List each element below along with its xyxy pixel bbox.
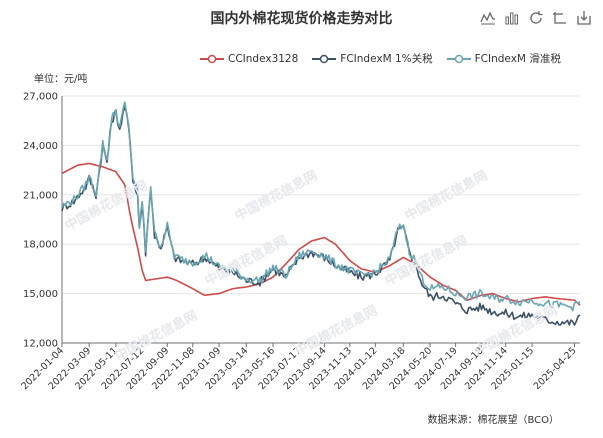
line-chart-icon[interactable] xyxy=(479,9,497,27)
legend-item-cc[interactable]: CCIndex3128 xyxy=(200,51,298,66)
series-line-2 xyxy=(61,101,581,312)
chart-title: 国内外棉花现货价格走势对比 xyxy=(210,11,393,27)
series-line-0 xyxy=(61,162,581,306)
y-axis-unit-label: 单位：元/吨 xyxy=(34,74,88,85)
download-icon[interactable] xyxy=(575,9,593,27)
legend-label-fc1: FCIndexM 1%关税 xyxy=(340,53,433,65)
bar-chart-icon[interactable] xyxy=(503,9,521,27)
data-view-icon[interactable] xyxy=(551,9,569,27)
legend-marker-fcs xyxy=(446,54,471,63)
legend-item-fc1[interactable]: FCIndexM 1%关税 xyxy=(312,51,433,66)
legend-marker-cc xyxy=(200,54,224,63)
chart-toolbox xyxy=(479,9,593,27)
legend-marker-fc1 xyxy=(312,54,337,63)
y-tick-label: 21,000 xyxy=(23,190,58,201)
y-tick-label: 27,000 xyxy=(23,92,58,103)
x-tick-label: 2025-04-25 xyxy=(532,345,579,392)
restore-icon[interactable] xyxy=(527,9,545,27)
data-source-note: 数据来源：棉花展望（BCO） xyxy=(427,415,559,426)
chart-legend: CCIndex3128 FCIndexM 1%关税 FCIndexM 滑准税 xyxy=(200,51,561,66)
legend-label-cc: CCIndex3128 xyxy=(228,52,299,65)
legend-label-fcs: FCIndexM 滑准税 xyxy=(474,53,561,65)
y-tick-label: 12,000 xyxy=(23,339,58,350)
y-tick-label: 24,000 xyxy=(23,141,58,152)
y-tick-label: 15,000 xyxy=(23,289,58,300)
legend-item-fcs[interactable]: FCIndexM 滑准税 xyxy=(446,51,561,66)
y-tick-label: 18,000 xyxy=(23,240,58,251)
